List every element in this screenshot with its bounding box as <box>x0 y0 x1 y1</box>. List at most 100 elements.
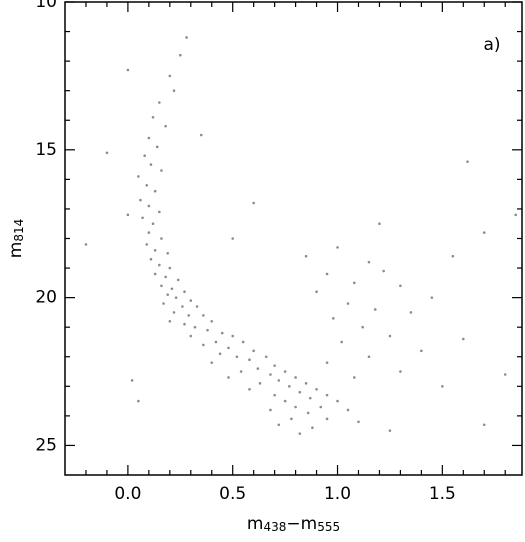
point <box>298 390 302 394</box>
x-axis-label-part: 438 <box>263 520 286 534</box>
point <box>273 364 276 367</box>
point <box>172 311 176 314</box>
point <box>168 74 172 78</box>
point <box>145 243 149 246</box>
x-tick-label: 0.5 <box>219 484 246 504</box>
point <box>162 302 165 305</box>
point <box>202 314 205 317</box>
y-tick-label: 15 <box>35 140 57 160</box>
point <box>231 334 235 338</box>
point <box>84 243 88 246</box>
point <box>256 367 260 370</box>
point <box>382 269 385 273</box>
point <box>325 361 329 364</box>
point <box>252 349 255 353</box>
point <box>172 89 176 92</box>
point <box>181 305 184 308</box>
point <box>220 331 224 335</box>
point <box>283 399 287 403</box>
point <box>143 154 146 158</box>
point <box>126 68 130 72</box>
point <box>308 396 312 400</box>
point <box>503 373 507 376</box>
y-axis-label-part: 814 <box>12 219 26 242</box>
point <box>315 387 318 391</box>
point <box>399 284 402 288</box>
point <box>352 281 356 285</box>
y-axis-label-part: m <box>6 242 26 259</box>
point <box>199 133 203 137</box>
point <box>227 346 230 350</box>
point <box>361 325 364 329</box>
point <box>409 311 413 314</box>
point <box>176 278 180 282</box>
point <box>304 382 308 385</box>
point <box>264 355 268 359</box>
point <box>248 387 251 391</box>
annotation: a) <box>483 35 500 55</box>
point <box>378 222 381 226</box>
point <box>160 237 163 240</box>
point <box>187 314 190 317</box>
point <box>388 429 392 432</box>
point <box>151 115 155 119</box>
x-axis-label-part: 555 <box>317 520 340 534</box>
point <box>189 299 193 302</box>
point <box>206 328 209 332</box>
point <box>294 405 297 409</box>
point <box>346 408 350 412</box>
point <box>164 275 167 279</box>
point <box>311 426 314 430</box>
point <box>399 370 402 373</box>
point <box>166 293 170 296</box>
point <box>189 334 193 338</box>
point <box>482 423 486 427</box>
point <box>170 287 174 291</box>
point <box>241 340 245 344</box>
point <box>153 249 157 252</box>
y-tick-label: 20 <box>35 288 57 308</box>
point <box>269 373 272 376</box>
point <box>373 308 377 311</box>
point <box>441 385 444 388</box>
point <box>210 319 214 323</box>
point <box>195 305 199 308</box>
point <box>202 343 205 347</box>
y-axis-label: m814 <box>6 219 26 258</box>
point <box>325 272 329 276</box>
point <box>147 231 151 234</box>
x-tick-label: 1.5 <box>429 484 456 504</box>
point <box>145 183 149 187</box>
point <box>141 216 144 220</box>
x-tick-label: 0.0 <box>114 484 141 504</box>
point <box>193 325 197 329</box>
point <box>482 231 486 234</box>
point <box>352 376 356 379</box>
point <box>155 145 159 149</box>
point <box>420 349 423 353</box>
point <box>147 204 151 208</box>
point <box>149 257 153 261</box>
point <box>235 355 239 359</box>
point <box>283 370 287 373</box>
point <box>340 340 344 344</box>
point <box>306 411 310 415</box>
point <box>105 151 109 155</box>
point <box>164 124 167 128</box>
y-tick-label: 10 <box>35 0 57 12</box>
point <box>158 101 161 104</box>
y-tick-label: 25 <box>35 435 57 455</box>
point <box>252 201 255 205</box>
point <box>346 302 350 305</box>
point <box>367 260 371 264</box>
point <box>153 189 157 193</box>
point <box>158 263 161 267</box>
point <box>290 417 293 421</box>
point <box>160 284 163 288</box>
point <box>218 352 222 356</box>
point <box>388 334 392 338</box>
point <box>166 251 170 255</box>
point <box>357 420 360 424</box>
x-axis-label: m438−m555 <box>247 514 340 534</box>
